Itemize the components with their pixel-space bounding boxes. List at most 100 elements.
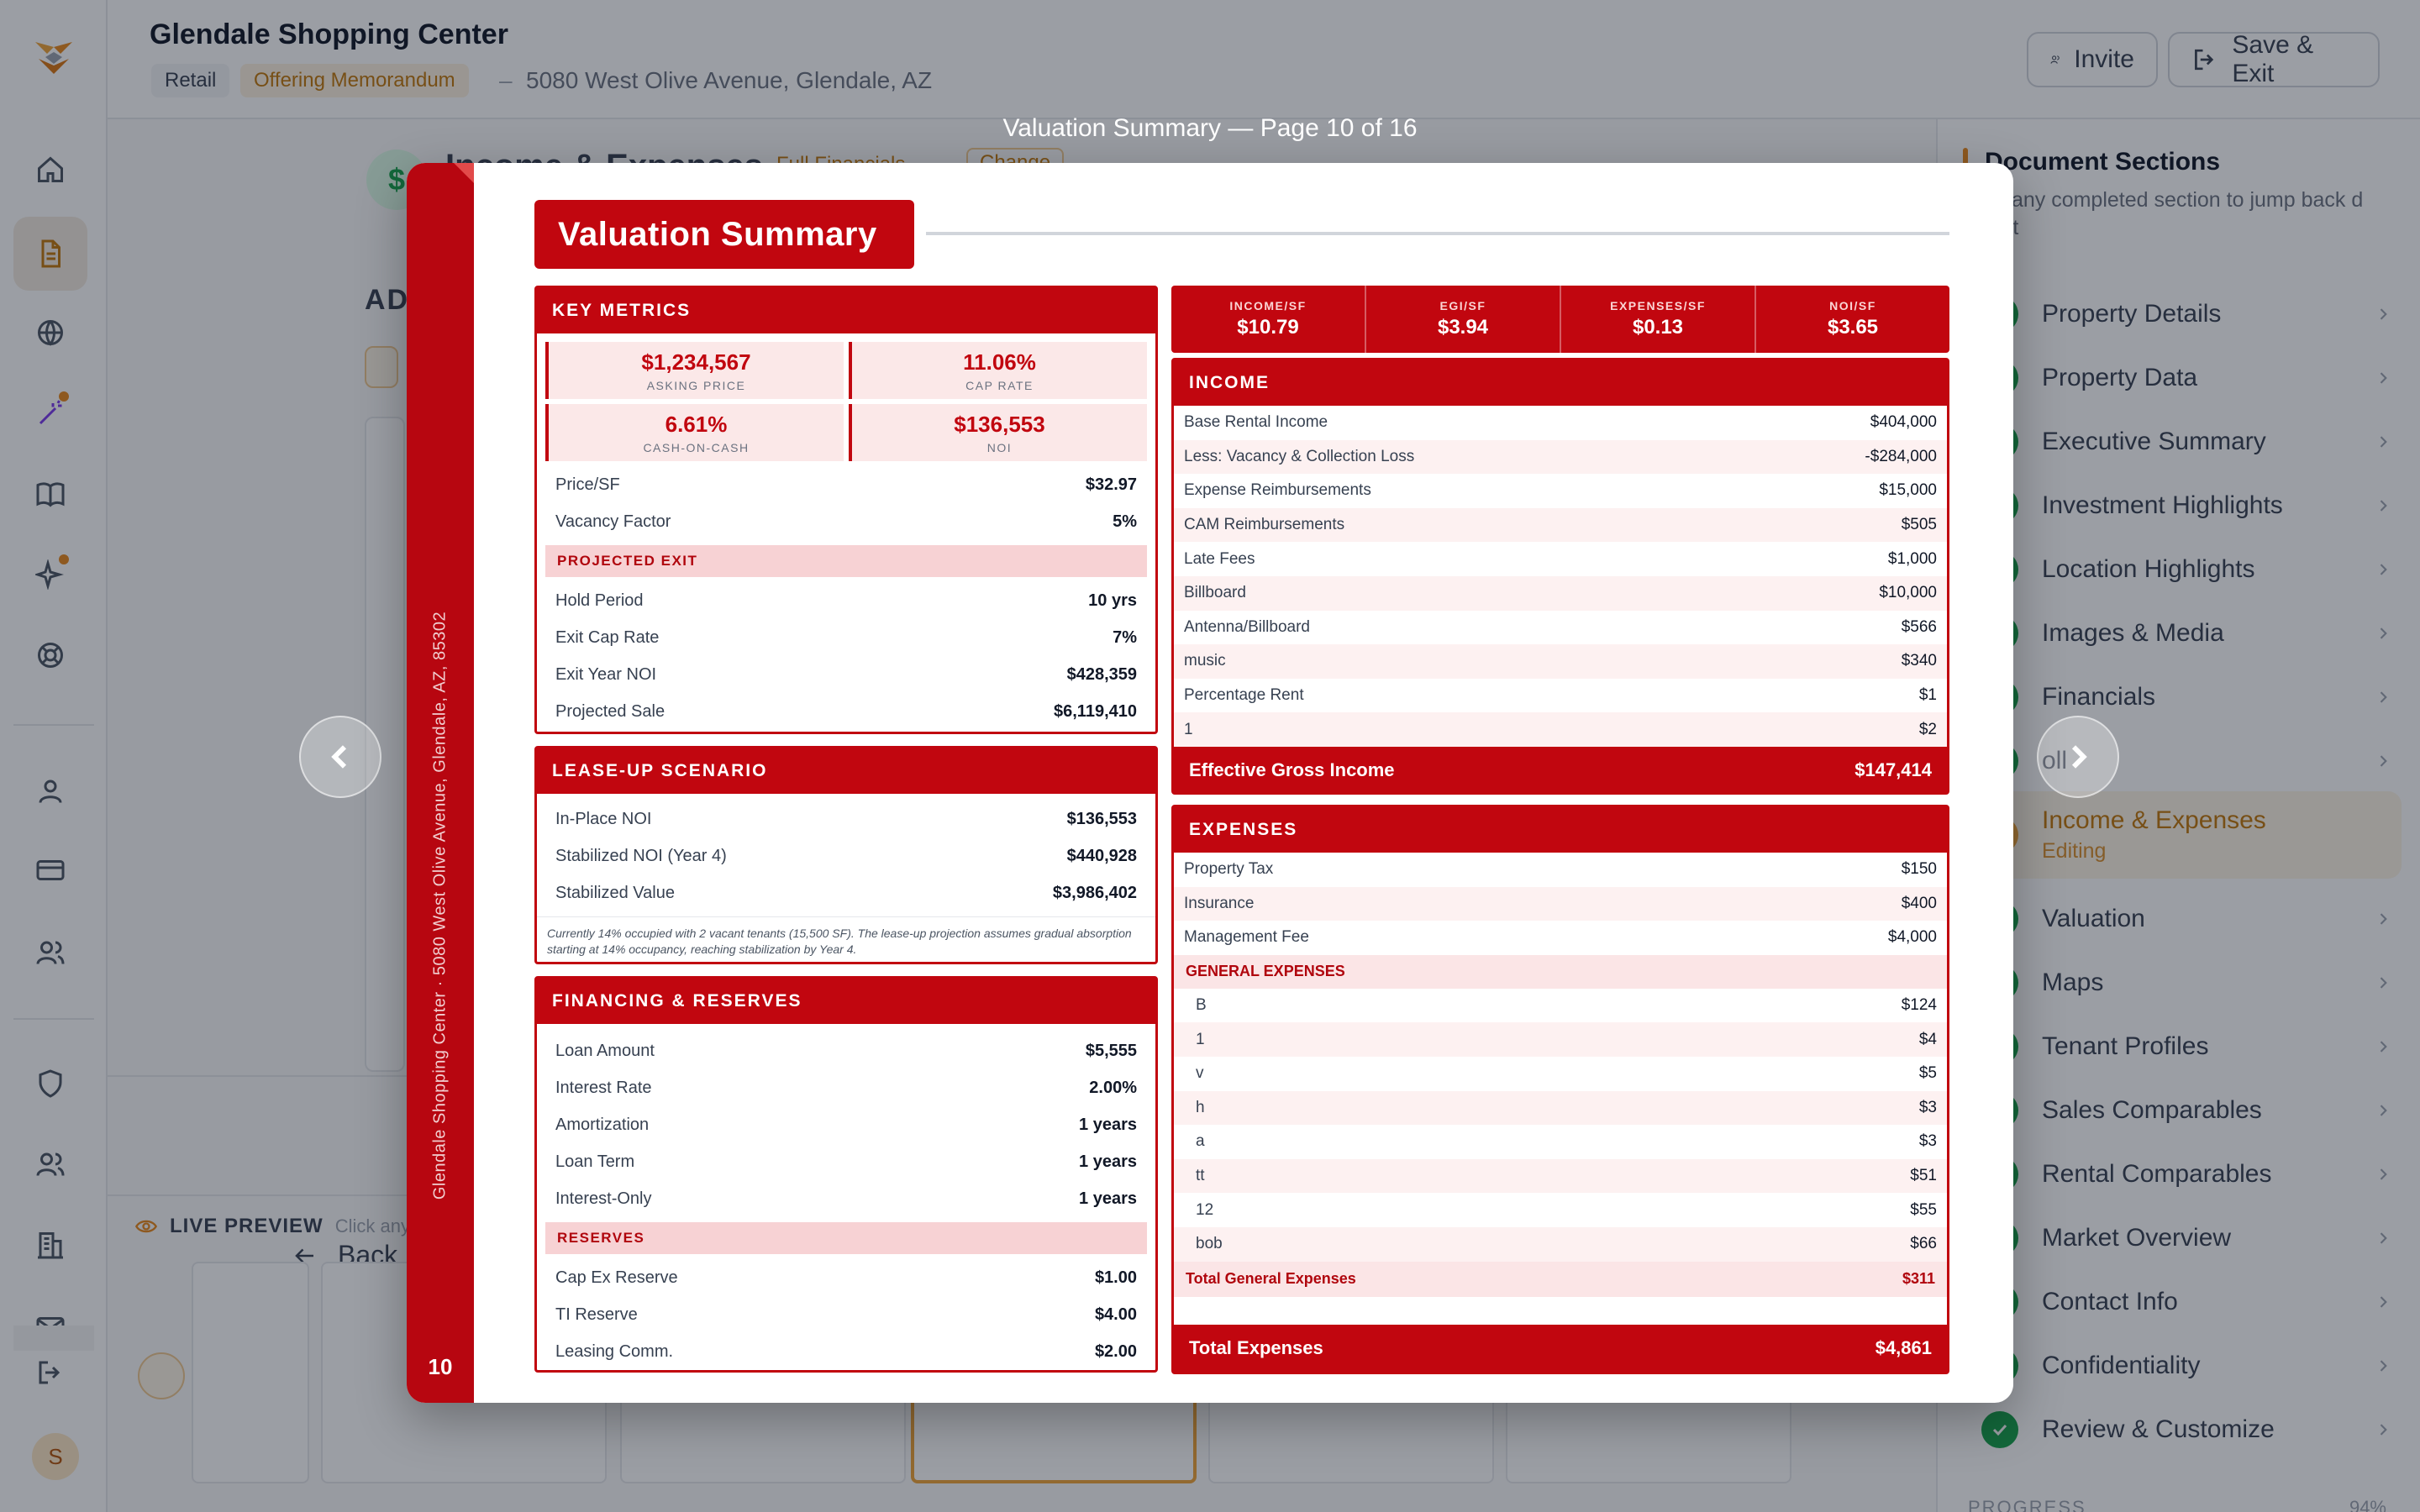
chevron-right-icon bbox=[2375, 1166, 2391, 1183]
total-value: $311 bbox=[1902, 1270, 1935, 1288]
document-icon[interactable] bbox=[34, 237, 67, 270]
page-spine bbox=[407, 163, 474, 1403]
row-value: $150 bbox=[1901, 860, 1937, 879]
chevron-right-icon bbox=[2375, 974, 2391, 991]
section-label: Maps bbox=[2042, 969, 2104, 996]
financing-row: Interest-Only 1 years bbox=[537, 1180, 1155, 1217]
section-item-income-expenses[interactable]: Income & Expenses Editing bbox=[1971, 791, 2402, 879]
user-plus-icon bbox=[2050, 55, 2060, 64]
metric-label: CAP RATE bbox=[965, 378, 1034, 392]
preview-thumbnail[interactable] bbox=[192, 1262, 309, 1483]
expenses-title: EXPENSES bbox=[1174, 807, 1947, 853]
per-sf-value: $3.65 bbox=[1827, 316, 1879, 339]
row-label: Cap Ex Reserve bbox=[555, 1268, 678, 1287]
user-avatar[interactable]: S bbox=[32, 1433, 79, 1480]
financing-row: Amortization 1 years bbox=[537, 1106, 1155, 1143]
metric-label: NOI bbox=[986, 440, 1013, 454]
row-label: Hold Period bbox=[555, 591, 644, 610]
section-item-review-customize[interactable]: Review & Customize bbox=[1971, 1398, 2402, 1462]
chevron-right-icon bbox=[2375, 1038, 2391, 1055]
section-label: Rental Comparables bbox=[2042, 1160, 2272, 1188]
egi-total-row: Effective Gross Income $147,414 bbox=[1174, 746, 1947, 794]
chevron-right-icon bbox=[2375, 433, 2391, 450]
previous-page-button[interactable] bbox=[299, 716, 381, 798]
property-address: 5080 West Olive Avenue, Glendale, AZ bbox=[526, 67, 933, 93]
home-icon[interactable] bbox=[34, 153, 67, 186]
support-icon[interactable] bbox=[34, 638, 67, 672]
row-label: h bbox=[1196, 1098, 1205, 1116]
income-row: Expense Reimbursements $15,000 bbox=[1174, 474, 1947, 508]
section-state: Editing bbox=[2042, 839, 2107, 864]
row-label: In-Place NOI bbox=[555, 809, 652, 828]
row-value: $15,000 bbox=[1879, 481, 1937, 500]
row-value: $1 bbox=[1918, 686, 1937, 705]
globe-icon[interactable] bbox=[34, 316, 67, 349]
page-corner-fold bbox=[454, 163, 474, 183]
next-page-button[interactable] bbox=[2037, 716, 2119, 798]
user-icon[interactable] bbox=[34, 774, 67, 808]
live-preview-label: LIVE PREVIEW bbox=[170, 1215, 324, 1237]
general-expenses-title: GENERAL EXPENSES bbox=[1186, 963, 1345, 980]
row-label: Exit Year NOI bbox=[555, 664, 657, 684]
total-label: Total Expenses bbox=[1189, 1337, 1323, 1358]
row-value: $4.00 bbox=[1094, 1305, 1137, 1324]
team-icon[interactable] bbox=[34, 1147, 67, 1181]
book-icon[interactable] bbox=[34, 477, 67, 511]
magic-wand-icon[interactable] bbox=[34, 396, 67, 430]
add-item-button[interactable] bbox=[365, 346, 398, 388]
row-value: $1,000 bbox=[1887, 549, 1937, 568]
section-label: Tenant Profiles bbox=[2042, 1032, 2209, 1060]
row-value: -$284,000 bbox=[1865, 447, 1937, 465]
expense-row: Management Fee $4,000 bbox=[1174, 921, 1947, 955]
shield-icon[interactable] bbox=[34, 1067, 67, 1100]
section-label: Valuation bbox=[2042, 905, 2145, 932]
save-exit-button[interactable]: Save & Exit bbox=[2168, 31, 2380, 87]
metric-label: ASKING PRICE bbox=[646, 378, 746, 392]
chevron-right-icon bbox=[2375, 497, 2391, 514]
chevron-right-icon bbox=[2375, 306, 2391, 323]
logout-icon[interactable] bbox=[34, 1356, 67, 1389]
row-value: 10 yrs bbox=[1088, 591, 1137, 610]
total-expenses-wrap: Total Expenses $4,861 bbox=[1174, 1325, 1947, 1372]
document-type-badge: Offering Memorandum bbox=[240, 64, 469, 97]
row-label: Price/SF bbox=[555, 475, 620, 494]
row-label: Loan Amount bbox=[555, 1041, 655, 1060]
sparkles-icon[interactable] bbox=[34, 558, 67, 591]
section-label: Executive Summary bbox=[2042, 428, 2266, 455]
users-icon[interactable] bbox=[34, 936, 67, 969]
credit-card-icon[interactable] bbox=[34, 853, 67, 887]
row-value: 7% bbox=[1113, 627, 1137, 647]
app-logo-icon[interactable] bbox=[30, 34, 77, 81]
header-separator: – bbox=[499, 67, 513, 93]
row-value: 1 years bbox=[1079, 1189, 1137, 1208]
per-sf-cell: NOI/SF $3.65 bbox=[1756, 286, 1949, 353]
row-value: $505 bbox=[1901, 516, 1937, 534]
section-label: Property Data bbox=[2042, 364, 2198, 391]
invite-button[interactable]: Invite bbox=[2027, 32, 2158, 87]
row-value: $5,555 bbox=[1085, 1041, 1137, 1060]
exit-row: Exit Cap Rate 7% bbox=[537, 619, 1155, 656]
property-title: Glendale Shopping Center bbox=[150, 18, 508, 50]
row-value: $2.00 bbox=[1094, 1341, 1137, 1361]
section-label: Market Overview bbox=[2042, 1224, 2232, 1252]
section-label: Sales Comparables bbox=[2042, 1096, 2262, 1124]
per-sf-bar: INCOME/SF $10.79 EGI/SF $3.94 EXPENSES/SF $… bbox=[1171, 286, 1949, 353]
row-label: Leasing Comm. bbox=[555, 1341, 674, 1361]
metric-box: 11.06% CAP RATE bbox=[849, 342, 1147, 399]
metric-value: $1,234,567 bbox=[641, 349, 751, 375]
general-expense-row: bob $66 bbox=[1174, 1226, 1947, 1262]
row-label: Late Fees bbox=[1184, 549, 1255, 568]
section-label: Review & Customize bbox=[2042, 1415, 2275, 1443]
building-icon[interactable] bbox=[34, 1228, 67, 1262]
carousel-prev-button[interactable] bbox=[138, 1352, 185, 1399]
metric-box: $136,553 NOI bbox=[849, 404, 1147, 461]
row-value: $1.00 bbox=[1094, 1268, 1137, 1287]
progress-value: 94% bbox=[2349, 1497, 2386, 1512]
spine-property-text: Glendale Shopping Center · 5080 West Oli… bbox=[430, 611, 450, 1200]
row-value: $340 bbox=[1901, 652, 1937, 670]
sections-title: Document Sections bbox=[1985, 148, 2221, 176]
chevron-right-icon bbox=[2375, 561, 2391, 578]
row-label: B bbox=[1196, 996, 1207, 1015]
section-label: Income & Expenses Editing bbox=[2042, 804, 2402, 866]
general-expense-row: v $5 bbox=[1174, 1057, 1947, 1091]
